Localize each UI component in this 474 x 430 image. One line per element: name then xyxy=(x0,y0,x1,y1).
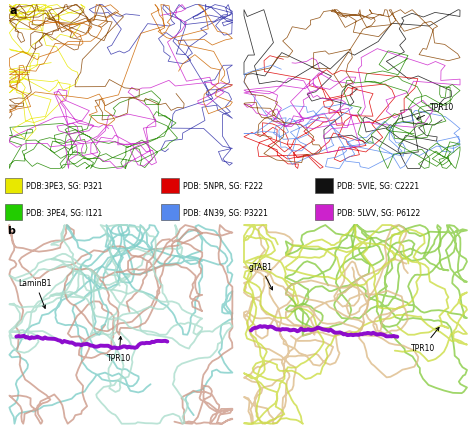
Text: TPR10: TPR10 xyxy=(417,103,454,120)
Bar xyxy=(5,178,22,194)
Text: a: a xyxy=(9,6,17,15)
Text: LaminB1: LaminB1 xyxy=(18,279,52,309)
Text: PDB: 4N39, SG: P3221: PDB: 4N39, SG: P3221 xyxy=(182,208,267,217)
Bar xyxy=(5,205,22,221)
Text: gTAB1: gTAB1 xyxy=(249,262,273,290)
Bar xyxy=(315,205,333,221)
Text: TPR10: TPR10 xyxy=(411,328,439,352)
Text: PDB: 5VIE, SG: C2221: PDB: 5VIE, SG: C2221 xyxy=(337,181,419,190)
Text: PDB: 5NPR, SG: F222: PDB: 5NPR, SG: F222 xyxy=(182,181,263,190)
Bar xyxy=(315,178,333,194)
Bar xyxy=(161,205,179,221)
Text: PDB: 5LVV, SG: P6122: PDB: 5LVV, SG: P6122 xyxy=(337,208,420,217)
Text: b: b xyxy=(7,225,15,236)
Text: TPR10: TPR10 xyxy=(107,337,131,362)
Bar xyxy=(161,178,179,194)
Text: PDB:3PE3, SG: P321: PDB:3PE3, SG: P321 xyxy=(26,181,103,190)
Text: PDB: 3PE4, SG: I121: PDB: 3PE4, SG: I121 xyxy=(26,208,102,217)
